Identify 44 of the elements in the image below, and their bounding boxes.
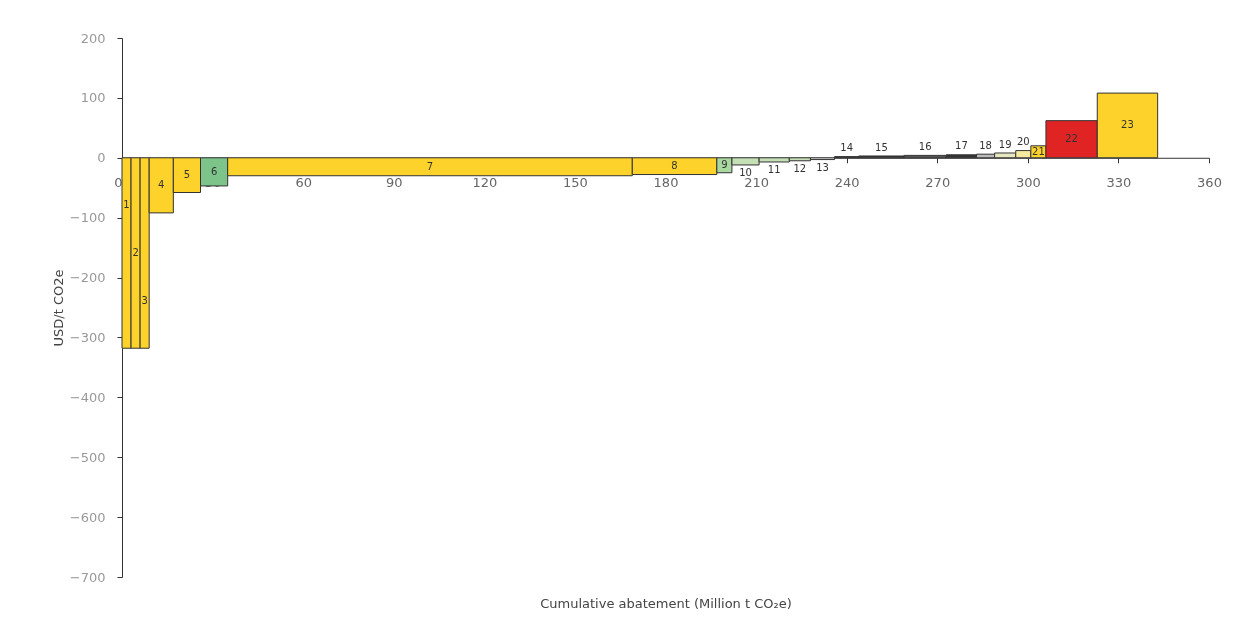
x-tick-label: 240 xyxy=(834,175,860,191)
x-tick-label: 180 xyxy=(653,175,679,191)
x-tick-label: 150 xyxy=(563,175,588,191)
x-tick-label: 330 xyxy=(1106,175,1132,191)
x-axis-title: Cumulative abatement (Million t CO₂e) xyxy=(540,595,792,611)
y-tick-label: 100 xyxy=(80,90,106,106)
y-tick-label: 0 xyxy=(97,150,106,166)
y-tick-label: 200 xyxy=(80,30,106,46)
annotation: 17 xyxy=(955,140,968,152)
y-tick-label: −500 xyxy=(69,449,106,465)
y-tick-label: −100 xyxy=(69,210,106,226)
annotation: 12 xyxy=(793,163,807,175)
x-tick-label: 90 xyxy=(385,175,403,191)
annotation: 4 xyxy=(158,179,165,191)
x-tick-label: 60 xyxy=(295,175,312,191)
y-tick-label: −400 xyxy=(69,389,106,405)
y-axis-title: USD/t CO2e xyxy=(50,269,66,347)
annotation: 6 xyxy=(210,165,218,177)
annotation: 2 xyxy=(132,247,139,258)
annotation: 22 xyxy=(1065,133,1078,145)
annotation: 11 xyxy=(767,164,781,176)
y-tick-label: −300 xyxy=(69,329,106,345)
annotation: 9 xyxy=(721,159,728,171)
annotation: 20 xyxy=(1016,136,1030,148)
x-tick-label: 270 xyxy=(925,175,951,191)
annotation: 13 xyxy=(816,161,829,173)
x-tick-label: 300 xyxy=(1015,175,1041,191)
annotation: 1 xyxy=(123,199,130,211)
y-tick-label: −600 xyxy=(69,509,106,525)
annotation: 8 xyxy=(671,160,678,172)
annotation: 23 xyxy=(1121,119,1134,131)
annotation: 21 xyxy=(1032,145,1045,157)
annotation: 18 xyxy=(979,139,992,151)
annotation: 3 xyxy=(141,294,148,306)
annotation: 19 xyxy=(998,138,1012,150)
y-tick-label: −200 xyxy=(69,270,106,286)
annotation: 16 xyxy=(918,141,932,152)
x-tick-label: 360 xyxy=(1197,175,1222,191)
annotation: 5 xyxy=(183,169,191,181)
annotation: 15 xyxy=(875,141,888,153)
annotation: 14 xyxy=(840,142,854,154)
annotation: 7 xyxy=(426,160,434,172)
x-tick-label: 120 xyxy=(472,175,498,191)
y-tick-label: −700 xyxy=(69,569,106,585)
